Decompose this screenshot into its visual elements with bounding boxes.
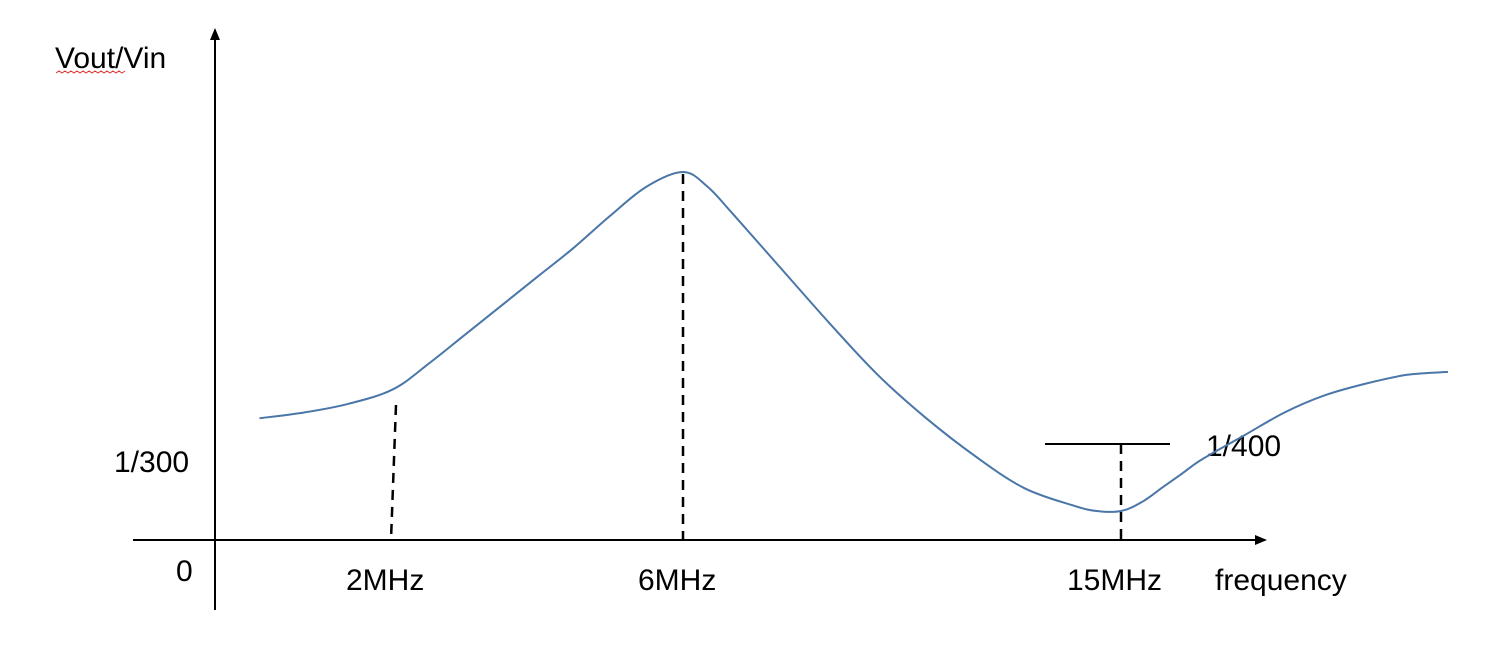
x-axis-label: frequency — [1215, 564, 1347, 597]
spellcheck-underline — [55, 70, 126, 74]
response-curve — [259, 170, 1449, 513]
x-tick-label: 2MHz — [346, 564, 424, 597]
origin-label: 0 — [176, 555, 193, 588]
y-ref-label-300: 1/300 — [114, 446, 189, 479]
guide-line-2mhz — [389, 404, 398, 541]
y-axis-label: Vout/Vin — [55, 42, 166, 75]
x-tick-label: 6MHz — [638, 564, 716, 597]
x-tick-label: 15MHz — [1067, 564, 1162, 597]
